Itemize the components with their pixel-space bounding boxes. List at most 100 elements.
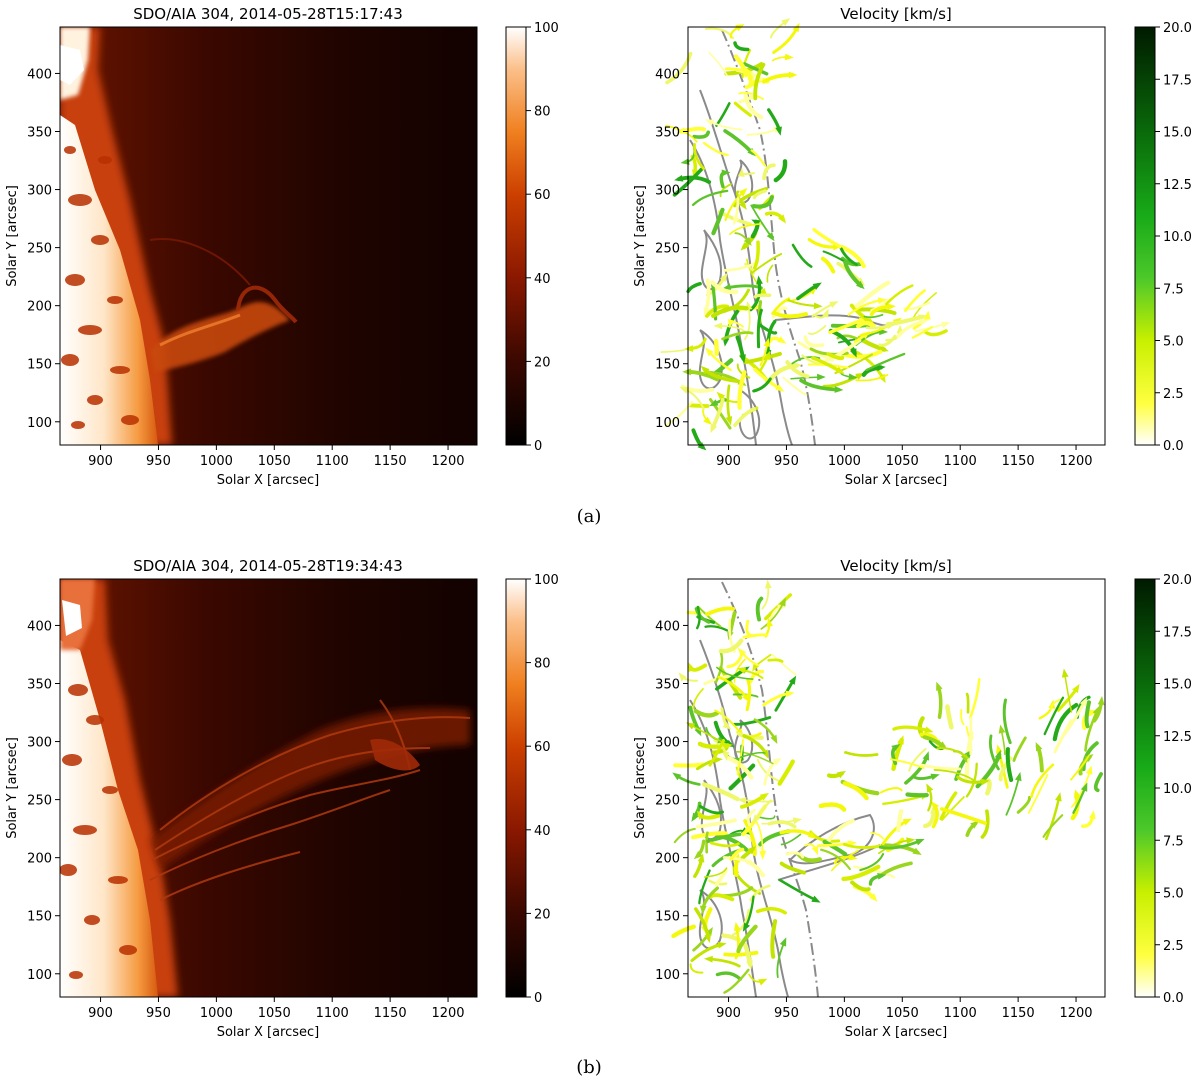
panel-b-arrowhead	[1079, 697, 1088, 707]
panel-a-arrowhead	[738, 200, 747, 210]
panel-b-velocity-xtick-label: 1050	[886, 1006, 919, 1021]
panel-a-image-xtick-label: 1050	[258, 454, 291, 469]
panel-b-streamline	[1084, 709, 1099, 752]
panel-a-streamline	[820, 256, 836, 274]
panel-b-streamline	[818, 802, 847, 812]
panel-a-streamline	[721, 331, 754, 341]
panel-a-velocity-cbar-tick-label: 17.5	[1163, 73, 1192, 88]
panel-a-image-ytick-label: 100	[27, 416, 52, 431]
panel-b-velocity-cbar-tick-label: 15.0	[1163, 678, 1192, 693]
panel-b-streamline	[771, 653, 797, 676]
panel-b-arrowhead	[877, 872, 887, 880]
panel-b-streamline	[725, 755, 754, 780]
panel-a-arrowhead	[850, 348, 857, 358]
panel-a-arrowhead	[684, 345, 694, 352]
panel-a-image-xtick-label: 1150	[374, 454, 407, 469]
panel-b-velocity-ytick-label: 100	[655, 968, 680, 983]
panel-a-streamline	[751, 195, 774, 209]
panel-b-arrowhead	[980, 778, 990, 786]
panel-a-arrowhead	[879, 345, 889, 352]
panel-b-image-cbar-tick-label: 20	[534, 907, 551, 922]
panel-a-streamline	[773, 159, 788, 183]
panel-b-streamline	[709, 841, 740, 848]
panel-b-image-xtick-label: 1050	[258, 1006, 291, 1021]
panel-a-arrowhead	[740, 242, 750, 251]
panel-a-image-cbar-tick-label: 40	[534, 272, 551, 287]
panel-a-arrowhead	[882, 297, 892, 307]
panel-b-arrowhead	[930, 773, 940, 781]
panel-b-streamline	[870, 832, 885, 840]
panel-a-image-title: SDO/AIA 304, 2014-05-28T15:17:43	[133, 5, 403, 23]
panel-b-streamline	[673, 827, 696, 844]
panel-a-streamline	[750, 149, 766, 167]
panel-b-velocity-ytick-label: 150	[655, 910, 680, 925]
panel-b-image-ytick-label: 350	[27, 678, 52, 693]
panel-b-velocity-ylabel: Solar Y [arcsec]	[633, 737, 648, 839]
panel-b-streamline	[779, 861, 806, 875]
panel-a-velocity-cbar-tick-label: 5.0	[1163, 335, 1184, 350]
panel-a-streamline	[865, 352, 906, 372]
panel-b-streamline	[777, 759, 795, 786]
panel-b-arrowhead	[995, 744, 1003, 754]
panel-b-image-cbar-tick-label: 80	[534, 657, 551, 672]
panel-b-streamline	[1027, 774, 1049, 814]
panel-b-streamline	[985, 778, 992, 796]
panel-b-arrowhead	[915, 838, 925, 846]
panel-b-velocity-xtick-label: 900	[716, 1006, 741, 1021]
panel-b-streamline	[693, 708, 720, 718]
panel-a-streamline	[743, 351, 782, 365]
panel-a-arrowhead	[710, 423, 718, 434]
panel-a-arrowhead	[887, 303, 896, 311]
panel-b-velocity-ytick-label: 400	[655, 619, 680, 634]
panel-a-arrowhead	[676, 127, 686, 134]
panel-a-streamline	[708, 51, 729, 77]
panel-b-streamline	[770, 919, 778, 959]
panel-b-streamline	[879, 787, 903, 794]
panel-b-arrowhead	[723, 742, 733, 750]
panel-b-streamline	[933, 769, 977, 783]
panel-a-image-colorbar	[505, 26, 527, 446]
panel-a-arrowhead	[713, 322, 723, 330]
panel-b-streamline	[759, 815, 776, 820]
panel-b-streamline	[919, 763, 962, 771]
panel-b-streamline	[1045, 795, 1061, 841]
panel-a-streamline	[842, 349, 883, 359]
panel-b-streamline	[729, 847, 745, 861]
panel-a-velocity-ytick-label: 300	[655, 184, 680, 199]
panel-a-velocity-title: Velocity [km/s]	[840, 5, 951, 23]
panel-b-streamline	[879, 861, 913, 877]
panel-b-streamline	[960, 709, 965, 726]
panel-a-streamline	[719, 183, 732, 198]
panel-b-arrowhead	[792, 817, 802, 825]
panel-a-arrowhead	[817, 373, 826, 381]
panel-b-velocity-ytick-label: 350	[655, 678, 680, 693]
panel-b-image-cbar-tick-label: 0	[534, 991, 542, 1006]
panel-a-image-ylabel: Solar Y [arcsec]	[5, 185, 20, 287]
panel-b-streamline	[939, 791, 958, 821]
panel-a-arrowhead	[703, 416, 712, 425]
panel-b-image-ylabel: Solar Y [arcsec]	[5, 737, 20, 839]
panel-a-streamline	[692, 130, 710, 139]
panel-b-streamline	[706, 832, 742, 843]
panel-a-arrowhead	[743, 236, 752, 246]
panel-b-streamline	[695, 818, 737, 829]
panel-b-velocity-xtick-label: 1100	[944, 1006, 977, 1021]
panel-a-streamline	[744, 262, 755, 275]
panel-a-arrowhead	[747, 147, 756, 157]
panel-a-streamline	[856, 320, 876, 329]
panel-b-arrowhead	[785, 690, 795, 698]
panel-a-arrowhead	[941, 321, 951, 329]
panel-a-streamline	[904, 289, 926, 313]
panel-b-streamline	[1081, 741, 1099, 772]
panel-b-streamline	[853, 865, 896, 879]
panel-b-arrowhead	[836, 770, 847, 779]
panel-a-streamline	[713, 338, 719, 356]
panel-b-streamline	[697, 605, 722, 628]
panel-b-streamline	[842, 781, 869, 801]
panel-a-streamline	[752, 240, 760, 270]
panel-b-arrowhead	[747, 845, 757, 855]
panel-a-arrowhead	[788, 71, 798, 79]
panel-a-streamline	[743, 92, 764, 120]
panel-a-image-xtick-label: 950	[146, 454, 171, 469]
panel-b-arrowhead	[1074, 789, 1081, 799]
